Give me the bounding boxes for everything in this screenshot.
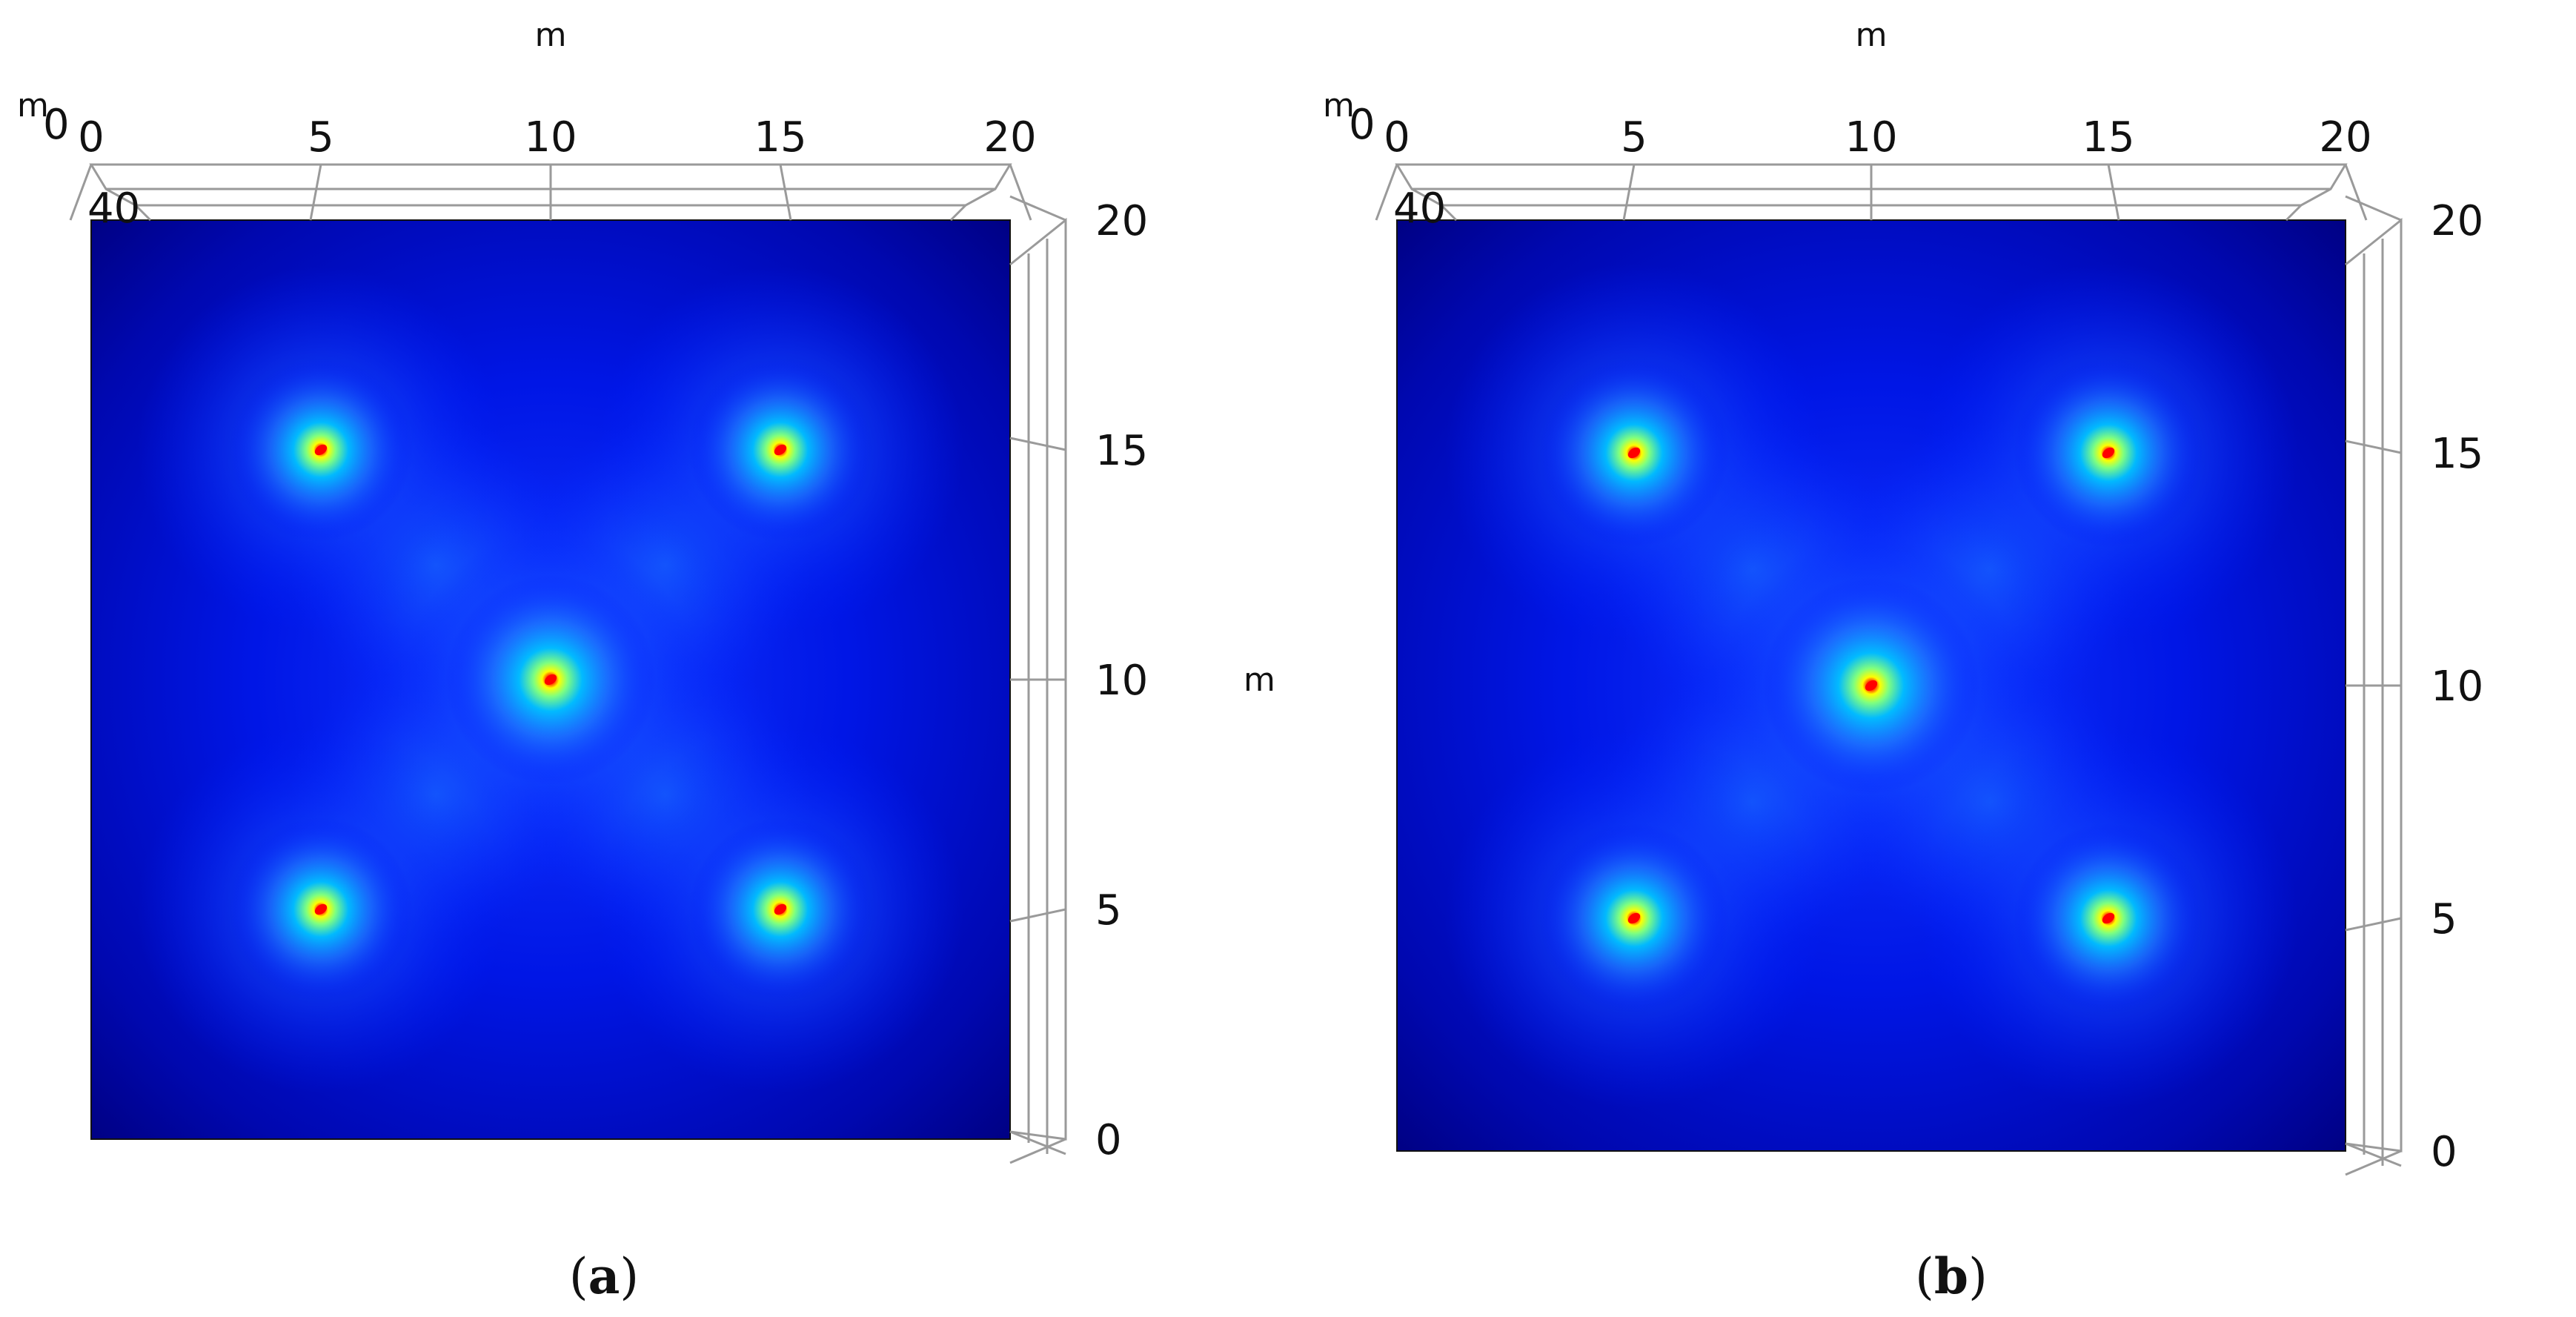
heat-source-core-0 — [314, 444, 328, 456]
heat-source-core-1 — [2102, 447, 2115, 459]
y-tick-label: 0 — [2431, 1128, 2457, 1176]
x-tick-label: 0 — [1384, 113, 1410, 162]
x-tick-line — [1009, 164, 1032, 221]
heat-source-core-4 — [2102, 912, 2115, 924]
y-tick-line — [2345, 1150, 2402, 1176]
y-tick-label: 5 — [2431, 895, 2457, 943]
x-tick-line — [2107, 164, 2120, 221]
x-tick-line — [309, 164, 322, 221]
z-axis-unit: m — [17, 87, 49, 125]
y-tick-label: 20 — [2431, 197, 2483, 245]
y-axis-unit: m — [1244, 661, 1275, 699]
x-tick-label: 5 — [1621, 113, 1647, 162]
y-tick-line — [1009, 1138, 1066, 1164]
y-tick-label: 0 — [1095, 1116, 1122, 1164]
heat-source-core-0 — [1627, 447, 1641, 459]
x-tick-label: 10 — [524, 113, 577, 162]
y-tick-line — [1009, 195, 1066, 222]
heat-source-core-2 — [544, 674, 557, 686]
y-tick-label: 10 — [2431, 663, 2483, 711]
y-axis-frame — [1009, 217, 1067, 1155]
panel-caption: (a) — [569, 1247, 639, 1305]
x-tick-line — [1622, 164, 1636, 221]
y-tick-label: 20 — [1095, 197, 1148, 245]
y-tick-line — [2345, 917, 2402, 932]
x-tick-label: 20 — [983, 113, 1036, 162]
panel-caption: (b) — [1915, 1247, 1988, 1305]
x-tick-line — [1375, 164, 1398, 221]
y-tick-label: 15 — [2431, 430, 2483, 478]
z-tick-label: 0 — [43, 101, 70, 149]
z-tick-label: 40 — [1393, 185, 1446, 233]
x-tick-label: 0 — [78, 113, 104, 162]
z-axis-unit: m — [1323, 87, 1355, 125]
x-axis-unit: m — [1856, 16, 1888, 54]
x-tick-line — [69, 164, 93, 221]
x-tick-label: 10 — [1845, 113, 1897, 162]
x-tick-label: 15 — [754, 113, 806, 162]
x-tick-line — [779, 164, 792, 221]
z-tick-label: 40 — [87, 185, 140, 233]
heat-source-core-2 — [1865, 680, 1878, 691]
heat-source-core-3 — [314, 903, 328, 915]
y-tick-label: 10 — [1095, 657, 1148, 705]
heatmap-plot-area — [1397, 220, 2346, 1151]
x-tick-label: 15 — [2082, 113, 2134, 162]
x-tick-label: 20 — [2319, 113, 2371, 162]
y-tick-line — [2345, 195, 2402, 222]
x-tick-label: 5 — [308, 113, 334, 162]
z-tick-label: 0 — [1349, 101, 1375, 149]
y-tick-line — [2345, 439, 2402, 454]
heatmap-plot-area — [91, 220, 1010, 1139]
y-axis-frame — [2345, 217, 2403, 1167]
y-tick-line — [1009, 437, 1066, 451]
y-tick-line — [1009, 908, 1066, 923]
x-axis-unit: m — [535, 16, 567, 54]
heat-source-core-4 — [774, 903, 787, 915]
heat-source-core-1 — [774, 444, 787, 456]
heat-source-core-3 — [1627, 912, 1641, 924]
y-tick-label: 15 — [1095, 427, 1148, 475]
x-tick-line — [2344, 164, 2368, 221]
y-tick-label: 5 — [1095, 886, 1122, 935]
